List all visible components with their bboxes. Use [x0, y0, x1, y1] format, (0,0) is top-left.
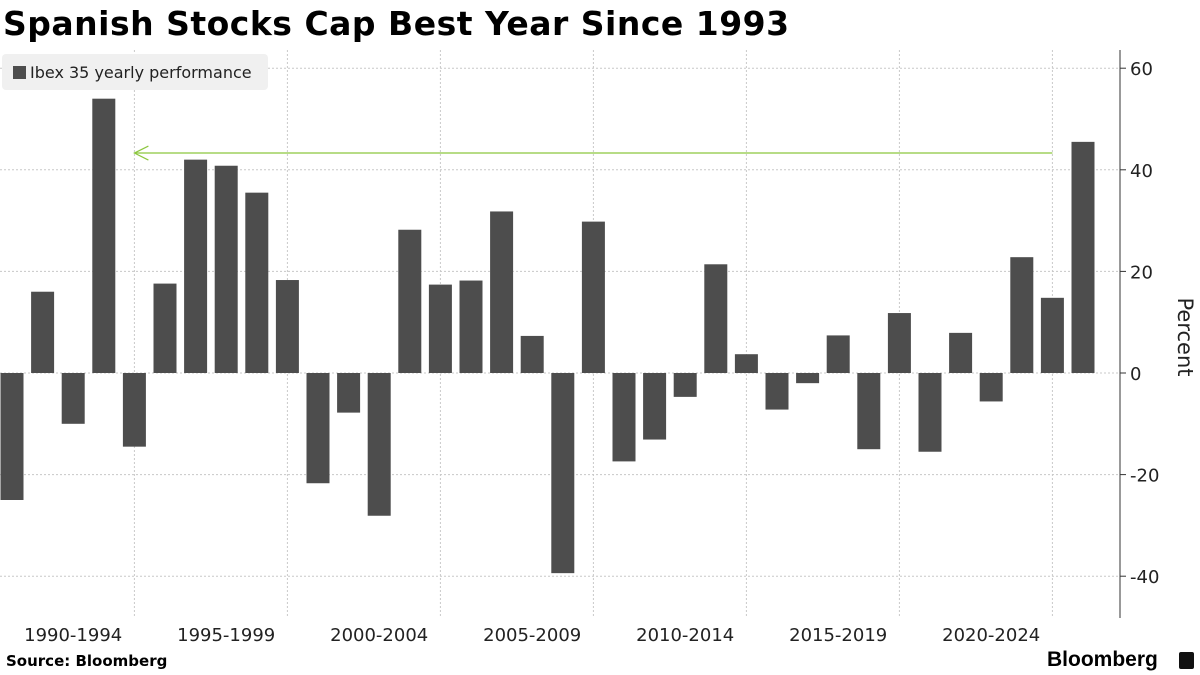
bar-2008: [551, 373, 575, 574]
bar-1998: [245, 192, 269, 373]
bar-2012: [673, 373, 697, 397]
legend-swatch: [13, 65, 26, 79]
bar-1991: [31, 291, 55, 373]
x-tick-label: 2010-2014: [636, 625, 734, 646]
y-tick-label: 60: [1130, 59, 1153, 80]
y-axis-label: Percent: [1173, 297, 1197, 376]
bar-2021: [949, 332, 973, 373]
bar-2013: [704, 264, 728, 373]
bar-1999: [275, 280, 299, 373]
bar-1995: [153, 283, 177, 373]
bar-1992: [61, 373, 85, 424]
bar-2017: [826, 335, 850, 373]
bar-2011: [643, 373, 667, 440]
bar-2005: [459, 280, 483, 373]
bar-2010: [612, 373, 636, 462]
bar-2023: [1010, 257, 1034, 373]
x-tick-label: 2005-2009: [483, 625, 581, 646]
bar-2019: [887, 313, 911, 373]
bar-2022: [979, 373, 1003, 402]
y-tick-label: -20: [1130, 466, 1159, 487]
bar-2014: [734, 354, 758, 373]
chart-title: Spanish Stocks Cap Best Year Since 1993: [3, 4, 790, 43]
x-tick-label: 2015-2019: [789, 625, 887, 646]
y-tick-label: 0: [1130, 364, 1141, 385]
bar-2002: [367, 373, 391, 516]
bloomberg-terminal-icon: [1179, 652, 1194, 669]
legend: Ibex 35 yearly performance: [2, 54, 268, 90]
x-tick-label: 1995-1999: [177, 625, 275, 646]
source-note: Source: Bloomberg: [6, 652, 168, 670]
y-tick-label: -40: [1130, 567, 1159, 588]
bar-2009: [581, 221, 605, 373]
bar-1997: [214, 165, 238, 373]
bar-2018: [857, 373, 881, 450]
x-tick-label: 2020-2024: [942, 625, 1040, 646]
bar-1990: [0, 373, 24, 500]
bar-2025: [1071, 141, 1095, 373]
y-tick-label: 20: [1130, 262, 1153, 283]
x-tick-label: 2000-2004: [330, 625, 428, 646]
bar-2024: [1040, 297, 1064, 373]
bar-2001: [337, 373, 361, 413]
bar-2000: [306, 373, 330, 484]
bar-1996: [184, 159, 208, 373]
bar-2016: [796, 373, 820, 384]
bar-2004: [428, 284, 452, 373]
legend-label: Ibex 35 yearly performance: [30, 62, 252, 82]
bloomberg-logo: Bloomberg: [1047, 648, 1158, 671]
bar-2006: [490, 211, 514, 373]
annotation-arrowhead-icon: [133, 145, 149, 161]
bar-2020: [918, 373, 942, 452]
x-tick-label: 1990-1994: [24, 625, 122, 646]
bar-1993: [92, 98, 116, 374]
bar-2003: [398, 229, 422, 373]
bar-2007: [520, 335, 544, 373]
bar-2015: [765, 373, 789, 410]
bar-1994: [122, 373, 146, 447]
y-tick-label: 40: [1130, 161, 1153, 182]
